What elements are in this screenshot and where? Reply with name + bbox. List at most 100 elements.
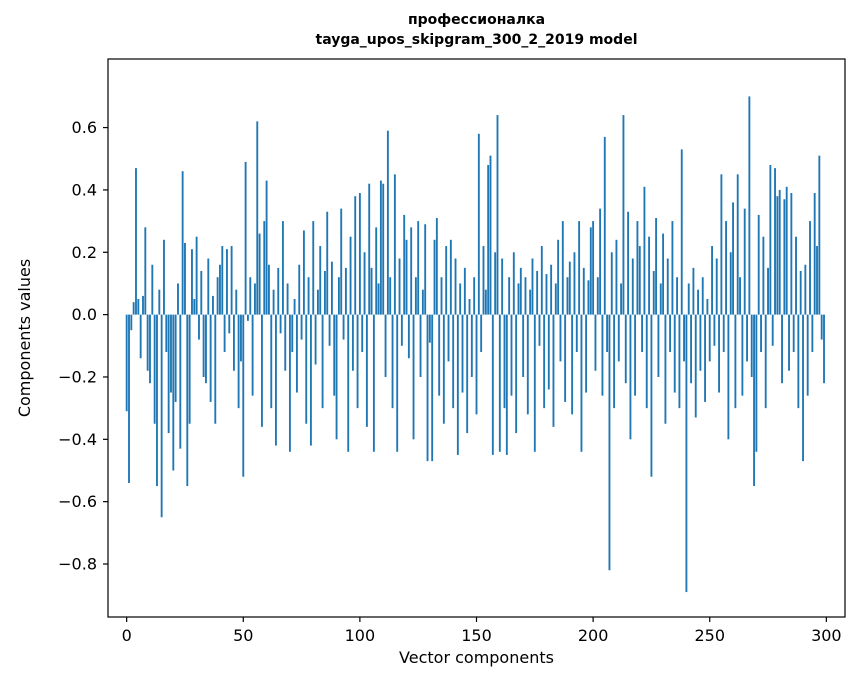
bar	[414, 277, 417, 315]
bar	[393, 174, 396, 315]
bar	[384, 314, 387, 377]
bar	[634, 314, 637, 396]
bar	[212, 295, 214, 315]
bar	[274, 314, 277, 446]
bar	[221, 246, 224, 315]
bar	[137, 299, 140, 315]
bar	[680, 149, 683, 315]
bar	[347, 314, 350, 452]
bar	[760, 314, 762, 353]
bar	[270, 314, 273, 409]
bar	[823, 314, 825, 384]
bar	[286, 283, 289, 315]
bar	[417, 221, 420, 315]
bar	[594, 314, 597, 371]
bar	[818, 155, 821, 315]
bar	[736, 174, 739, 315]
bar	[435, 217, 438, 315]
bar	[641, 314, 644, 353]
bar	[671, 221, 674, 315]
bar	[550, 264, 553, 315]
y-axis-label: Components values	[15, 259, 34, 417]
bar	[482, 246, 485, 315]
bar	[631, 258, 634, 315]
bar	[174, 314, 177, 402]
x-tick-label: 200	[578, 626, 609, 645]
bar	[391, 314, 394, 409]
bar	[580, 314, 583, 452]
bar	[358, 193, 361, 315]
y-tick-label: −0.8	[58, 555, 97, 574]
bar	[428, 314, 431, 343]
bar	[806, 314, 809, 396]
bar	[382, 183, 385, 315]
bar	[575, 314, 578, 353]
bar	[487, 164, 490, 315]
bar	[615, 239, 618, 315]
bar	[785, 186, 788, 315]
bar	[412, 314, 415, 440]
bar	[130, 314, 133, 331]
bar	[795, 236, 797, 315]
bar	[244, 161, 247, 315]
bar	[771, 314, 774, 346]
bar	[200, 270, 203, 315]
bar	[440, 277, 443, 315]
bar	[279, 314, 282, 334]
bar	[242, 314, 245, 477]
bar	[559, 314, 562, 362]
bar	[158, 289, 161, 315]
bar	[685, 314, 688, 593]
bar	[606, 314, 609, 353]
bar	[533, 314, 536, 452]
bar	[277, 267, 280, 315]
bar	[475, 314, 478, 415]
bar	[403, 214, 406, 315]
bar	[233, 314, 235, 371]
bar	[167, 314, 170, 434]
bar	[421, 289, 424, 315]
bar	[191, 249, 193, 315]
bar	[442, 314, 445, 424]
bar	[739, 277, 741, 315]
bar	[240, 314, 242, 362]
bar	[720, 174, 723, 315]
bar	[249, 277, 252, 315]
bar	[489, 155, 492, 315]
bar	[820, 314, 823, 340]
bar	[718, 314, 720, 393]
bar	[188, 314, 191, 424]
bar	[312, 221, 315, 315]
bar	[379, 180, 382, 315]
bar	[128, 314, 130, 483]
chart-subtitle: tayga_upos_skipgram_300_2_2019 model	[316, 32, 638, 48]
bar	[449, 239, 452, 315]
bar	[638, 246, 641, 315]
bar	[368, 183, 371, 315]
bar	[419, 314, 422, 377]
bar	[342, 314, 345, 340]
bar	[251, 314, 254, 396]
bar	[722, 314, 725, 353]
bar	[351, 314, 354, 371]
bar	[202, 314, 205, 377]
bar	[531, 258, 534, 315]
bar	[613, 314, 616, 409]
bar	[515, 314, 518, 434]
bar	[193, 299, 196, 315]
bar	[503, 314, 506, 409]
bar	[172, 314, 175, 471]
bar	[664, 314, 667, 424]
bar	[480, 314, 483, 353]
bar	[205, 314, 207, 384]
bar	[340, 208, 343, 315]
bar	[235, 289, 238, 315]
bar	[261, 314, 263, 427]
bar	[468, 299, 471, 315]
bar	[711, 246, 713, 315]
bar	[398, 258, 401, 315]
bar	[601, 314, 604, 396]
bar	[396, 314, 399, 452]
bar	[755, 314, 758, 452]
